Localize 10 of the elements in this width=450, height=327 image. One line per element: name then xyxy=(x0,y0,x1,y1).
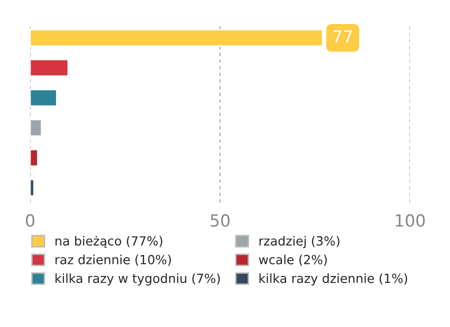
x-tick-label: 0 xyxy=(26,214,34,227)
legend-label: wcale (2%) xyxy=(258,254,327,266)
legend-label: kilka razy w tygodniu (7%) xyxy=(56,273,220,286)
data-label: 77 xyxy=(333,30,352,42)
legend-label: rzadziej (3%) xyxy=(260,236,340,248)
legend-label: raz dziennie (10%) xyxy=(56,254,171,266)
x-tick-label: 100 xyxy=(396,214,425,227)
legend-label: na bieżąco (77%) xyxy=(56,236,162,248)
legend-label: kilka razy dziennie (1%) xyxy=(260,273,408,286)
x-tick-label: 50 xyxy=(210,214,230,227)
